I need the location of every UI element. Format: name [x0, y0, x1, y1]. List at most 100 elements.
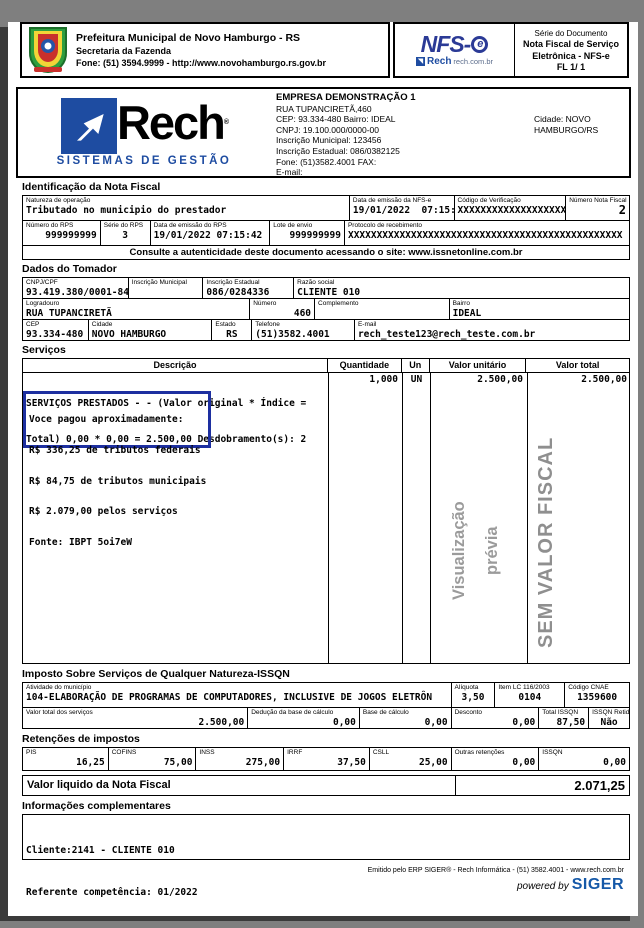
field-label: Número — [253, 300, 277, 307]
municipality-name: Prefeitura Municipal de Novo Hamburgo - … — [76, 31, 301, 44]
rech-arrow-icon — [60, 98, 117, 154]
company-cep-bairro: CEP: 93.334-480 Bairro: IDEAL — [276, 114, 396, 125]
company-phone-fax: Fone: (51)3582.4001 FAX: — [276, 156, 377, 167]
tax-transparency-box: Voce pagou aproximadamente: R$ 336,25 de… — [23, 391, 211, 548]
nfse-logo: NFS-e ◥ Rech rech.com.br — [395, 24, 515, 76]
column-header-quantidade: Quantidade — [328, 359, 402, 372]
field-value: 3,50 — [461, 691, 485, 703]
field-value: XXXXXXXXXXXXXXXXXXXX — [457, 204, 567, 216]
table-row: CNPJ/CPF 93.419.380/0001-84 Inscrição Mu… — [23, 278, 629, 298]
nfse-logo-text: NFS-e — [421, 33, 489, 56]
field-label: Estado — [215, 321, 236, 328]
field-label: COFINS — [111, 749, 137, 756]
field-value: 2.500,00 — [198, 716, 245, 728]
field-data-emissao-rps: Data de emissão do RPS 19/01/2022 07:15:… — [151, 221, 271, 245]
field-value: 93.334-480 — [26, 328, 84, 340]
field-label: Bairro — [452, 300, 470, 307]
field-label: Inscrição Municipal — [131, 279, 187, 286]
field-value: Não — [600, 716, 618, 728]
company-municipal-registration: Inscrição Municipal: 123456 — [276, 135, 382, 146]
table-row: Valor total dos serviços 2.500,00 Deduçã… — [23, 707, 629, 728]
company-name: EMPRESA DEMONSTRAÇÃO 1 — [276, 92, 416, 103]
section-title-servicos: Serviços — [22, 344, 66, 356]
authenticity-note: Consulte a autenticidade deste documento… — [23, 245, 629, 259]
field-label: Item LC 116/2003 — [498, 684, 550, 691]
field-serie-rps: Série do RPS 3 — [101, 221, 151, 245]
issqn-table: Atividade do município 104-ELABORAÇÃO DE… — [22, 682, 630, 729]
field-value: 999999999 — [289, 229, 341, 241]
rech-logo-word: Rech® — [117, 98, 229, 148]
page-number: FL 1/ 1 — [556, 62, 586, 72]
field-protocolo-recebimento: Protocolo de recebimento XXXXXXXXXXXXXXX… — [345, 221, 629, 245]
document-footer: Emitido pelo ERP SIGER® - Rech Informáti… — [22, 867, 624, 894]
nfse-e-icon: e — [471, 35, 489, 53]
table-row: Logradouro RUA TUPANCIRETÃ Número 460 Co… — [23, 298, 629, 319]
field-data-emissao-nfse: Data de emissão da NFS-e 19/01/2022 07:1… — [350, 196, 455, 220]
field-cep: CEP 93.334-480 — [23, 320, 89, 340]
tax-note-line: Voce pagou aproximadamente: — [29, 414, 184, 426]
field-inscricao-municipal: Inscrição Municipal — [129, 278, 204, 298]
field-desconto: Desconto 0,00 — [452, 708, 540, 728]
field-valor-total-servicos: Valor total dos serviços 2.500,00 — [23, 708, 249, 728]
field-item-lc: Item LC 116/2003 0104 — [495, 683, 566, 707]
company-info: EMPRESA DEMONSTRAÇÃO 1 RUA TUPANCIRETÃ,4… — [264, 92, 623, 177]
field-value: 93.419.380/0001-84 — [26, 286, 129, 298]
nfse-document-page: Prefeitura Municipal de Novo Hamburgo - … — [8, 22, 638, 916]
rech-brand-text: Rech — [426, 56, 452, 67]
field-label: Número Nota Fiscal — [569, 197, 627, 204]
field-irrf: IRRF 37,50 — [284, 748, 370, 770]
field-value: CLIENTE 010 — [297, 286, 361, 298]
valor-liquido-label: Valor liquido da Nota Fiscal — [23, 776, 456, 795]
field-value: 104-ELABORAÇÃO DE PROGRAMAS DE COMPUTADO… — [26, 691, 433, 703]
watermark-line: Visualização — [450, 501, 468, 600]
field-base-calculo: Base de cálculo 0,00 — [360, 708, 452, 728]
field-codigo-cnae: Código CNAE 1359600 — [565, 683, 629, 707]
field-label: Código de Verificação — [457, 197, 521, 204]
table-row: Número do RPS 999999999 Série do RPS 3 D… — [23, 220, 629, 245]
municipal-coat-of-arms-icon — [28, 27, 68, 74]
service-total-value: 2.500,00 — [581, 374, 627, 385]
field-estado: Estado RS — [212, 320, 253, 340]
field-pis: PIS 16,25 — [23, 748, 109, 770]
section-title-info: Informações complementares — [22, 800, 171, 812]
info-line-competencia: Referente competência: 01/2022 — [26, 887, 198, 898]
field-razao-social: Razão social CLIENTE 010 — [294, 278, 629, 298]
field-label: INSS — [199, 749, 215, 756]
field-value: 16,25 — [76, 756, 105, 768]
field-label: Telefone — [255, 321, 280, 328]
field-codigo-verificacao: Código de Verificação XXXXXXXXXXXXXXXXXX… — [455, 196, 567, 220]
service-unit-value: 2.500,00 — [477, 374, 523, 385]
field-csll: CSLL 25,00 — [370, 748, 452, 770]
field-value: 1359600 — [577, 691, 618, 703]
field-bairro: Bairro IDEAL — [450, 299, 629, 319]
field-total-issqn: Total ISSQN 87,50 — [539, 708, 590, 728]
field-value: 3 — [122, 229, 129, 241]
field-label: Atividade do município — [26, 684, 92, 691]
field-lote-envio: Lote de envio 999999999 — [270, 221, 345, 245]
info-complementares-box: Cliente:2141 - CLIENTE 010 Referente com… — [22, 814, 630, 898]
field-value: rech_teste123@rech_teste.com.br — [357, 328, 536, 340]
rech-tagline: SISTEMAS DE GESTÃO — [56, 155, 232, 167]
column-header-valor-total: Valor total — [555, 360, 600, 370]
field-value: 086/0284336 — [206, 286, 270, 298]
tax-note-line: R$ 336,25 de tributos federais — [29, 445, 201, 457]
service-quantity: 1,000 — [369, 374, 398, 385]
table-row: PIS 16,25 COFINS 75,00 INSS 275,00 IRRF … — [23, 748, 629, 770]
field-label: Outras retenções — [454, 749, 505, 756]
servicos-header-row: Descrição Quantidade Un Valor unitário V… — [23, 359, 629, 373]
field-inscricao-estadual: Inscrição Estadual 086/0284336 — [203, 278, 295, 298]
field-label: Número do RPS — [26, 222, 74, 229]
provider-company-box: Rech® SISTEMAS DE GESTÃO EMPRESA DEMONST… — [16, 87, 631, 178]
field-inss: INSS 275,00 — [196, 748, 285, 770]
field-value: 999999999 — [45, 229, 97, 241]
rech-logo: Rech® SISTEMAS DE GESTÃO — [24, 93, 264, 172]
rech-logo-mark: Rech® — [60, 98, 229, 154]
field-numero: Número 460 — [250, 299, 316, 319]
valor-liquido-value: 2.071,25 — [574, 778, 625, 793]
table-row: Natureza de operação Tributado no munici… — [23, 196, 629, 220]
powered-by-text: powered by — [517, 881, 569, 892]
service-unit: UN — [410, 374, 423, 385]
field-label: ISSQN Retido — [592, 709, 629, 716]
field-label: Natureza de operação — [26, 197, 91, 204]
field-logradouro: Logradouro RUA TUPANCIRETÃ — [23, 299, 251, 319]
